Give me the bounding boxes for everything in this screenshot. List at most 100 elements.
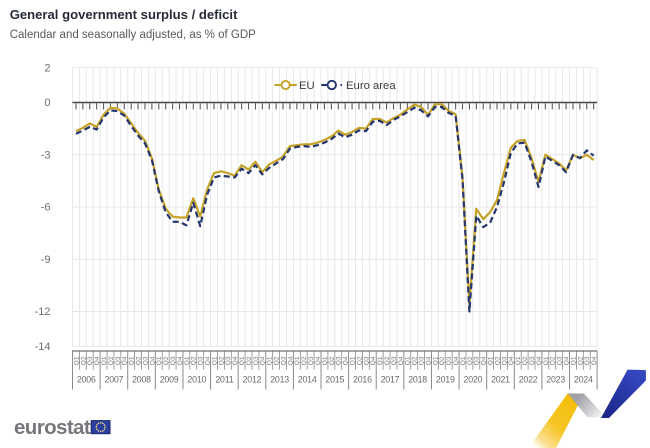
svg-text:Euro area: Euro area <box>346 80 396 92</box>
svg-text:Q3: Q3 <box>225 356 232 365</box>
svg-text:Q3: Q3 <box>87 356 94 365</box>
svg-text:Q2: Q2 <box>191 356 198 365</box>
svg-text:Q4: Q4 <box>177 356 184 365</box>
svg-text:Q3: Q3 <box>529 356 536 365</box>
svg-text:Q4: Q4 <box>205 356 212 365</box>
svg-text:Q3: Q3 <box>198 356 205 365</box>
svg-text:Q1: Q1 <box>377 356 384 365</box>
svg-text:2024: 2024 <box>574 374 593 384</box>
svg-text:Q3: Q3 <box>557 356 564 365</box>
svg-text:Q3: Q3 <box>391 356 398 365</box>
svg-text:2022: 2022 <box>519 374 538 384</box>
svg-text:Q4: Q4 <box>260 356 267 365</box>
svg-text:2023: 2023 <box>546 374 565 384</box>
svg-text:Q2: Q2 <box>163 356 170 365</box>
svg-text:Q1: Q1 <box>184 356 191 365</box>
svg-text:Q2: Q2 <box>274 356 281 365</box>
svg-text:Q2: Q2 <box>108 356 115 365</box>
svg-text:2021: 2021 <box>491 374 510 384</box>
svg-text:Q2: Q2 <box>550 356 557 365</box>
svg-text:Q2: Q2 <box>329 356 336 365</box>
svg-text:Q4: Q4 <box>94 356 101 365</box>
svg-text:2009: 2009 <box>160 374 179 384</box>
svg-text:2012: 2012 <box>243 374 262 384</box>
svg-text:Q3: Q3 <box>446 356 453 365</box>
svg-text:Q2: Q2 <box>384 356 391 365</box>
svg-text:2020: 2020 <box>464 374 483 384</box>
svg-text:Q4: Q4 <box>370 356 377 365</box>
svg-text:2011: 2011 <box>215 374 233 384</box>
svg-text:Q3: Q3 <box>336 356 343 365</box>
svg-text:Q4: Q4 <box>564 356 571 365</box>
svg-text:-9: -9 <box>41 254 51 266</box>
svg-text:Q4: Q4 <box>315 356 322 365</box>
svg-text:Q1: Q1 <box>322 356 329 365</box>
svg-text:Q1: Q1 <box>350 356 357 365</box>
svg-text:2007: 2007 <box>105 374 124 384</box>
svg-text:eurostat: eurostat <box>14 416 91 439</box>
svg-text:0: 0 <box>44 97 50 109</box>
svg-text:Q2: Q2 <box>577 356 584 365</box>
svg-text:2006: 2006 <box>77 374 96 384</box>
svg-text:Calendar and seasonally adjust: Calendar and seasonally adjusted, as % o… <box>10 29 256 41</box>
svg-text:2015: 2015 <box>325 374 344 384</box>
svg-text:Q3: Q3 <box>280 356 287 365</box>
svg-text:General government surplus / d: General government surplus / deficit <box>10 7 238 22</box>
svg-text:Q3: Q3 <box>584 356 591 365</box>
svg-text:-12: -12 <box>35 306 51 318</box>
svg-text:Q2: Q2 <box>80 356 87 365</box>
svg-text:Q1: Q1 <box>101 356 108 365</box>
svg-text:Q1: Q1 <box>515 356 522 365</box>
svg-text:Q4: Q4 <box>508 356 515 365</box>
svg-text:-6: -6 <box>41 202 51 214</box>
svg-text:2: 2 <box>44 62 50 74</box>
svg-text:Q3: Q3 <box>142 356 149 365</box>
svg-text:Q3: Q3 <box>170 356 177 365</box>
svg-text:Q1: Q1 <box>211 356 218 365</box>
svg-text:Q4: Q4 <box>481 356 488 365</box>
svg-text:Q2: Q2 <box>522 356 529 365</box>
svg-text:Q2: Q2 <box>301 356 308 365</box>
svg-text:Q4: Q4 <box>149 356 156 365</box>
svg-text:Q1: Q1 <box>405 356 412 365</box>
svg-text:Q4: Q4 <box>453 356 460 365</box>
svg-text:Q4: Q4 <box>287 356 294 365</box>
svg-text:Q4: Q4 <box>536 356 543 365</box>
svg-text:Q1: Q1 <box>294 356 301 365</box>
svg-text:Q3: Q3 <box>308 356 315 365</box>
svg-text:Q1: Q1 <box>129 356 136 365</box>
svg-text:Q2: Q2 <box>136 356 143 365</box>
svg-text:Q2: Q2 <box>439 356 446 365</box>
svg-text:Q1: Q1 <box>543 356 550 365</box>
svg-text:Q3: Q3 <box>474 356 481 365</box>
svg-text:Q2: Q2 <box>494 356 501 365</box>
svg-text:Q1: Q1 <box>239 356 246 365</box>
svg-text:Q4: Q4 <box>343 356 350 365</box>
svg-text:Q4: Q4 <box>398 356 405 365</box>
svg-text:Q2: Q2 <box>218 356 225 365</box>
svg-text:2018: 2018 <box>408 374 427 384</box>
svg-text:Q3: Q3 <box>363 356 370 365</box>
svg-text:Q2: Q2 <box>246 356 253 365</box>
svg-text:Q2: Q2 <box>412 356 419 365</box>
svg-text:Q1: Q1 <box>156 356 163 365</box>
svg-text:Q1: Q1 <box>570 356 577 365</box>
svg-text:-3: -3 <box>41 150 51 162</box>
svg-text:Q4: Q4 <box>591 356 598 365</box>
svg-text:Q4: Q4 <box>122 356 129 365</box>
svg-text:Q3: Q3 <box>419 356 426 365</box>
svg-text:Q1: Q1 <box>267 356 274 365</box>
svg-text:2014: 2014 <box>298 374 317 384</box>
svg-text:Q4: Q4 <box>232 356 239 365</box>
svg-text:Q1: Q1 <box>432 356 439 365</box>
svg-text:Q3: Q3 <box>115 356 122 365</box>
svg-text:Q1: Q1 <box>73 356 80 365</box>
svg-text:Q3: Q3 <box>253 356 260 365</box>
svg-text:EU: EU <box>299 80 315 92</box>
svg-text:-14: -14 <box>35 341 51 353</box>
svg-text:Q3: Q3 <box>501 356 508 365</box>
svg-text:Q1: Q1 <box>488 356 495 365</box>
svg-text:Q2: Q2 <box>356 356 363 365</box>
svg-text:Q2: Q2 <box>467 356 474 365</box>
svg-text:2016: 2016 <box>353 374 372 384</box>
